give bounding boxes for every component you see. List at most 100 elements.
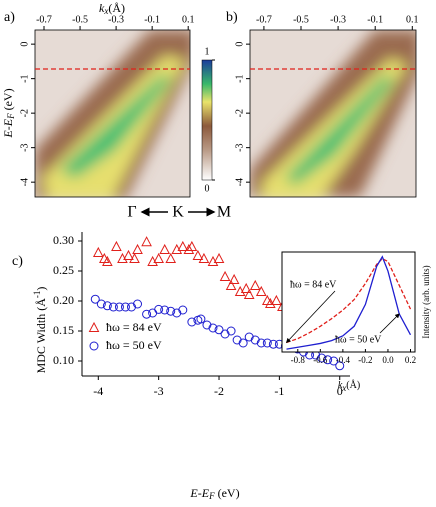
y-tick-label: -3 [19, 143, 30, 151]
data-point [268, 339, 278, 349]
x-tick-label: -0.3 [330, 14, 346, 25]
inset-frame [281, 251, 416, 353]
data-point [244, 332, 254, 342]
data-point [186, 240, 198, 251]
data-point [225, 279, 237, 290]
x-tick-label: -1 [274, 384, 284, 398]
data-point [90, 294, 100, 304]
data-point [264, 297, 276, 308]
data-point [213, 252, 225, 263]
y-tick-label: -3 [234, 143, 245, 151]
data-point [132, 243, 143, 254]
data-point [147, 255, 158, 266]
y-axis-label: Intensity (arb. units) [421, 265, 431, 338]
x-tick-label: -2 [214, 384, 224, 398]
direction-label: M [217, 204, 231, 221]
x-tick-label: -3 [154, 384, 164, 398]
legend-marker [89, 341, 99, 351]
data-point [117, 252, 128, 263]
data-point [329, 356, 339, 366]
y-tick-label: 0 [234, 42, 245, 47]
legend-marker [88, 321, 100, 332]
y-tick-label: 0.10 [53, 353, 74, 367]
data-point [129, 252, 140, 263]
data-point [220, 329, 230, 339]
data-point [256, 338, 266, 348]
arpes-image-a [35, 30, 190, 197]
y-tick-label: 0.30 [53, 233, 74, 247]
data-point [108, 302, 118, 312]
data-point [198, 252, 210, 263]
x-tick-label: 0.0 [382, 355, 394, 365]
x-tick-label: -0.5 [293, 14, 309, 25]
data-point [238, 338, 248, 348]
annotation-arrow [379, 313, 400, 334]
x-tick-label: -0.7 [256, 14, 272, 25]
data-point [208, 323, 218, 333]
y-tick-label: -2 [234, 109, 245, 117]
y-tick-label: -1 [19, 74, 30, 82]
data-point [317, 353, 327, 363]
panel-label: c) [12, 254, 23, 269]
data-point [111, 240, 122, 251]
x-tick-label: -0.3 [108, 14, 124, 25]
x-tick-label: 0.1 [182, 14, 195, 25]
colorbar [201, 59, 213, 181]
data-point [133, 299, 143, 309]
data-point [92, 246, 104, 257]
arpes-image-b [250, 30, 416, 197]
data-point [102, 255, 113, 266]
data-point [255, 285, 267, 296]
x-axis-label: E-EF (eV) [189, 486, 239, 501]
data-point [96, 299, 106, 309]
data-point [214, 325, 224, 335]
line-series [286, 255, 412, 350]
x-tick-label: -4 [93, 384, 103, 398]
data-point [178, 305, 188, 315]
data-point [171, 243, 183, 254]
data-point [196, 314, 206, 324]
panel-label: a) [4, 10, 15, 25]
data-point [126, 302, 136, 312]
data-point [262, 338, 272, 348]
x-tick-label: -0.8 [291, 355, 306, 365]
x-tick-label: -0.4 [336, 355, 351, 365]
x-tick-label: -0.6 [313, 355, 328, 365]
panel-label: b) [226, 10, 238, 25]
data-point [226, 326, 236, 336]
data-point [243, 288, 255, 299]
x-tick-label: 0.2 [405, 355, 416, 365]
data-point [141, 236, 152, 247]
y-tick-label: 0 [19, 42, 30, 47]
data-point [120, 302, 130, 312]
y-tick-label: 0.15 [53, 323, 74, 337]
data-point [271, 294, 282, 305]
data-point [166, 306, 176, 316]
x-tick-label: -0.1 [144, 14, 160, 25]
data-point [165, 252, 177, 263]
x-axis-label: kx(Å) [338, 379, 360, 393]
data-point [192, 249, 204, 260]
x-tick-label: 0.1 [406, 14, 419, 25]
x-tick-label: -0.7 [36, 14, 52, 25]
data-point [102, 301, 112, 311]
data-point [114, 302, 124, 312]
data-point [240, 282, 252, 293]
data-point [159, 243, 171, 254]
x-tick-label: -0.5 [72, 14, 88, 25]
data-point [142, 309, 152, 319]
data-point [202, 320, 212, 330]
data-point [232, 335, 242, 345]
x-tick-label: 0 [337, 384, 343, 398]
x-tick-label: -0.1 [367, 14, 383, 25]
legend-label: ħω = 50 eV [106, 338, 162, 352]
y-tick-label: -4 [234, 178, 245, 186]
y-axis-label: E-EF (eV) [1, 88, 16, 138]
y-tick-label: 0.20 [53, 293, 74, 307]
x-tick-label: -0.2 [358, 355, 372, 365]
colorbar-tick-label: 1 [205, 46, 210, 57]
data-point [172, 308, 182, 318]
y-tick-label: -4 [19, 178, 30, 186]
y-axis-label: MDC Width (Å-1) [32, 287, 48, 374]
